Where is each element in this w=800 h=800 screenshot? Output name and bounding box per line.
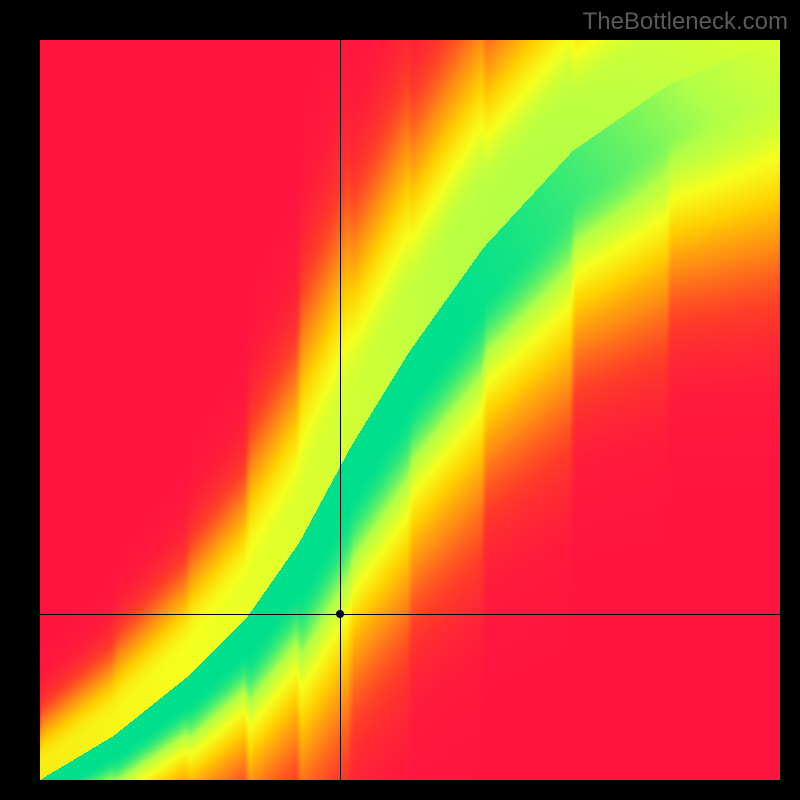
bottleneck-heatmap [40, 40, 780, 780]
watermark-text: TheBottleneck.com [583, 8, 788, 36]
crosshair-vertical [340, 40, 341, 780]
crosshair-marker-dot [336, 610, 344, 618]
crosshair-horizontal [40, 614, 780, 615]
chart-container: TheBottleneck.com [0, 0, 800, 800]
plot-area [40, 40, 780, 780]
